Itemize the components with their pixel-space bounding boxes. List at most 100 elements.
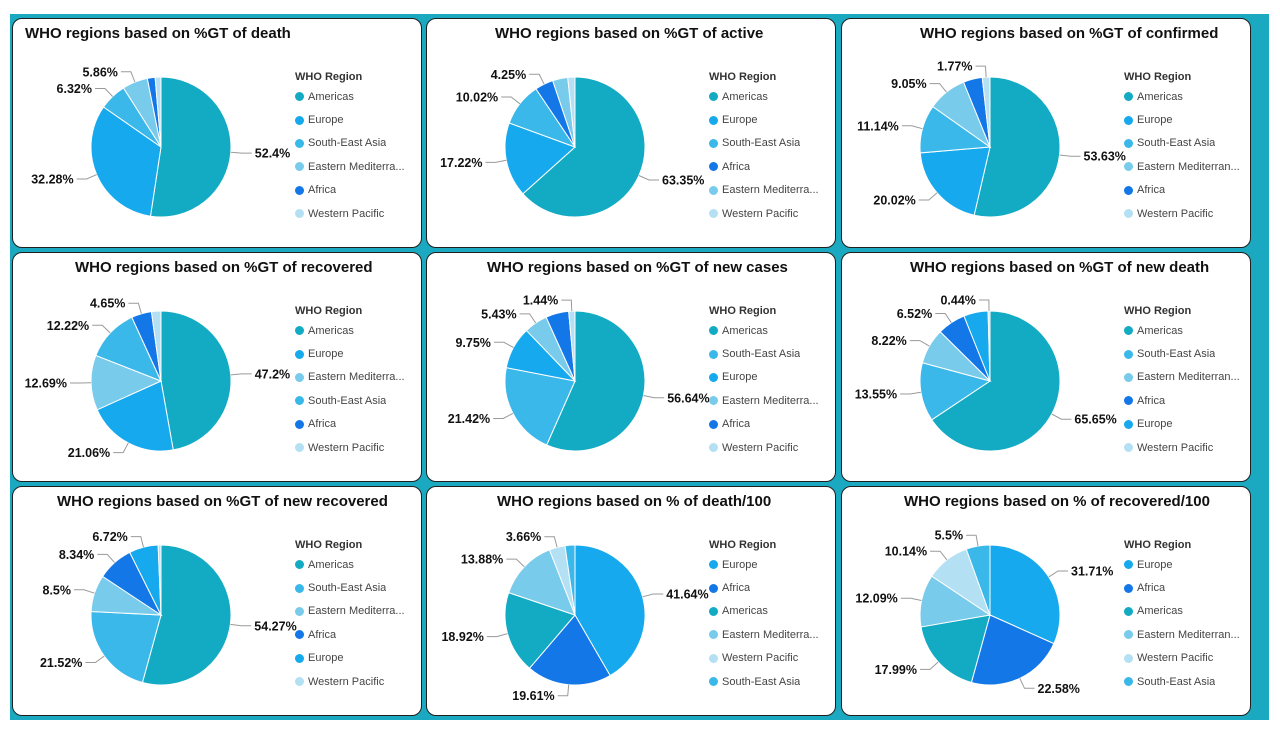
legend-item[interactable]: Americas xyxy=(1124,600,1250,623)
legend-item[interactable]: Africa xyxy=(709,413,835,436)
chart-card: WHO regions based on %GT of new death 65.… xyxy=(841,252,1251,482)
legend-item[interactable]: Americas xyxy=(1124,85,1250,108)
legend-item[interactable]: Europe xyxy=(1124,413,1250,436)
legend-item[interactable]: Western Pacific xyxy=(1124,647,1250,670)
legend-item[interactable]: Americas xyxy=(709,85,835,108)
pie-slice-americas[interactable] xyxy=(141,544,232,686)
pie-chart: 41.64% 19.61% 18.92% 13.88%3.66% xyxy=(441,530,708,703)
legend-label: Europe xyxy=(722,558,758,571)
legend-item[interactable]: Americas xyxy=(709,600,835,623)
pie-slice-western-pacific[interactable] xyxy=(567,76,576,148)
pie-slice-europe[interactable] xyxy=(574,544,646,677)
legend-item[interactable]: Eastern Mediterra... xyxy=(295,366,421,389)
leader-line xyxy=(120,71,136,83)
legend-item[interactable]: Africa xyxy=(295,623,421,646)
legend-item[interactable]: South-East Asia xyxy=(709,670,835,693)
legend-item[interactable]: South-East Asia xyxy=(295,389,421,412)
dashboard-background: WHO regions based on %GT of death 52.4% 32… xyxy=(10,14,1269,720)
legend-item[interactable]: Americas xyxy=(295,85,421,108)
leader-line xyxy=(638,175,659,181)
legend-title: WHO Region xyxy=(1124,71,1192,83)
pie-slice-south-east-asia[interactable] xyxy=(919,362,992,421)
pie-slice-americas[interactable] xyxy=(160,310,232,451)
legend-item[interactable]: Americas xyxy=(1124,319,1250,342)
legend-item[interactable]: Europe xyxy=(295,108,421,131)
pie-slice-europe[interactable] xyxy=(90,106,162,217)
legend-item[interactable]: Europe xyxy=(295,342,421,365)
legend-item[interactable]: Africa xyxy=(1124,179,1250,202)
legend-item[interactable]: South-East Asia xyxy=(295,132,421,155)
legend-item[interactable]: Western Pacific xyxy=(295,436,421,459)
legend-title: WHO Region xyxy=(709,539,777,551)
legend-item[interactable]: Western Pacific xyxy=(709,202,835,225)
legend-marker-icon xyxy=(709,396,718,406)
pie-slice-south-east-asia[interactable] xyxy=(965,544,991,616)
pie-slice-africa[interactable] xyxy=(970,614,1055,686)
pie-slice-americas[interactable] xyxy=(149,76,232,218)
legend-item[interactable]: Europe xyxy=(709,553,835,576)
legend-item[interactable]: Western Pacific xyxy=(295,202,421,225)
pie-slice-americas[interactable] xyxy=(920,614,991,684)
pie-slice-eastern-mediterranean[interactable] xyxy=(508,549,576,616)
legend-item[interactable]: Western Pacific xyxy=(295,670,421,693)
legend-item[interactable]: Europe xyxy=(709,366,835,389)
legend-label: Eastern Mediterra... xyxy=(308,160,405,173)
data-label: 8.34% xyxy=(59,548,94,562)
legend-item[interactable]: Africa xyxy=(295,413,421,436)
legend-item[interactable]: Eastern Mediterra... xyxy=(709,179,835,202)
legend-item[interactable]: South-East Asia xyxy=(1124,670,1250,693)
legend-item[interactable]: South-East Asia xyxy=(709,342,835,365)
legend-item[interactable]: Western Pacific xyxy=(1124,436,1250,459)
pie-slice-south-east-asia[interactable] xyxy=(564,544,576,616)
legend-marker-icon xyxy=(1124,185,1133,195)
pie-slice-eastern-mediterranean[interactable] xyxy=(90,354,163,411)
legend-item[interactable]: Americas xyxy=(295,319,421,342)
data-label: 1.44% xyxy=(523,294,558,308)
legend-item[interactable]: South-East Asia xyxy=(295,576,421,599)
leader-line xyxy=(230,151,252,154)
legend-item[interactable]: Western Pacific xyxy=(709,647,835,670)
pie-slice-americas[interactable] xyxy=(545,310,646,452)
data-label: 32.28% xyxy=(31,173,73,187)
legend-item[interactable]: Europe xyxy=(295,647,421,670)
legend-item[interactable]: Western Pacific xyxy=(709,436,835,459)
legend-item[interactable]: Eastern Mediterran... xyxy=(1124,155,1250,178)
pie-slice-europe[interactable] xyxy=(989,544,1061,645)
pie-slice-western-pacific[interactable] xyxy=(987,310,991,382)
legend-marker-icon xyxy=(1124,138,1133,148)
legend-item[interactable]: Americas xyxy=(295,553,421,576)
legend-item[interactable]: Africa xyxy=(709,576,835,599)
legend-item[interactable]: Eastern Mediterra... xyxy=(709,389,835,412)
legend-item[interactable]: Eastern Mediterran... xyxy=(1124,623,1250,646)
legend-item[interactable]: Europe xyxy=(1124,108,1250,131)
legend-item[interactable]: Eastern Mediterran... xyxy=(1124,366,1250,389)
legend-item[interactable]: Africa xyxy=(1124,576,1250,599)
legend-item[interactable]: Europe xyxy=(1124,553,1250,576)
legend-item[interactable]: South-East Asia xyxy=(709,132,835,155)
pie-chart: 31.71% 22.58% 17.99% 12.09% 10.14% 5.5% xyxy=(855,529,1113,696)
legend-item[interactable]: Eastern Mediterra... xyxy=(709,623,835,646)
legend-item[interactable]: Eastern Mediterra... xyxy=(295,155,421,178)
legend-item[interactable]: Americas xyxy=(709,319,835,342)
pie-slice-western-pacific[interactable] xyxy=(981,76,991,148)
legend-label: Eastern Mediterran... xyxy=(1137,160,1240,173)
legend-label: Africa xyxy=(722,418,751,431)
legend-item[interactable]: Western Pacific xyxy=(1124,202,1250,225)
pie-slice-south-east-asia[interactable] xyxy=(504,367,576,446)
legend-item[interactable]: Europe xyxy=(709,108,835,131)
pie-slice-western-pacific[interactable] xyxy=(154,76,162,148)
pie-slice-americas[interactable] xyxy=(504,592,576,669)
legend-item[interactable]: Africa xyxy=(1124,389,1250,412)
pie-slice-western-pacific[interactable] xyxy=(157,544,162,616)
legend-item[interactable]: South-East Asia xyxy=(1124,132,1250,155)
leader-line xyxy=(978,299,990,312)
pie-slice-europe[interactable] xyxy=(919,146,991,216)
pie-slice-europe[interactable] xyxy=(96,380,174,452)
legend-item[interactable]: Africa xyxy=(295,179,421,202)
legend-item[interactable]: Eastern Mediterra... xyxy=(295,600,421,623)
pie-slice-western-pacific[interactable] xyxy=(150,310,162,382)
pie-slice-africa[interactable] xyxy=(528,614,611,686)
legend-item[interactable]: South-East Asia xyxy=(1124,342,1250,365)
legend-item[interactable]: Africa xyxy=(709,155,835,178)
legend-label: Western Pacific xyxy=(308,441,385,454)
